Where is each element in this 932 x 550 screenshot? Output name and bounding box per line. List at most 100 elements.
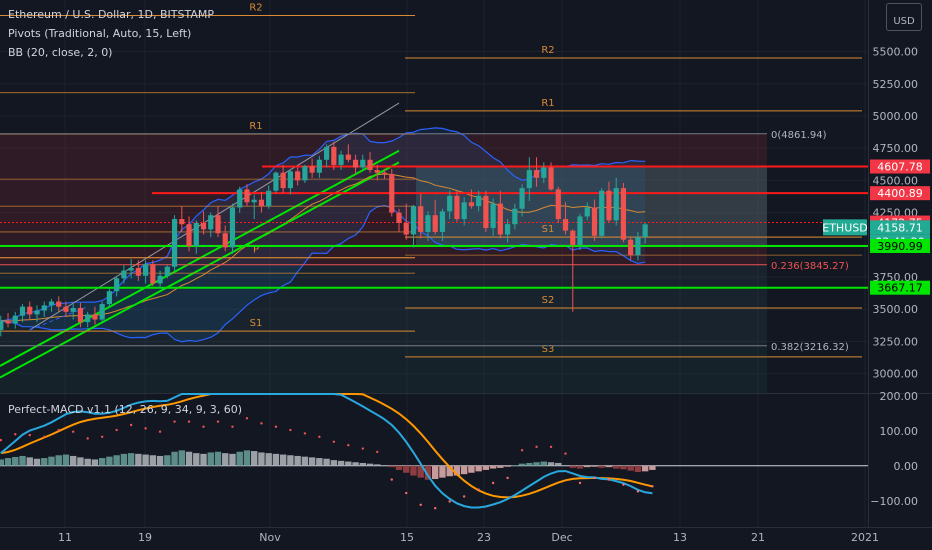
candle-body <box>143 264 149 276</box>
candle-body <box>114 278 120 292</box>
macd-dot <box>506 476 509 480</box>
macd-tick-label: −100.00 <box>870 495 918 508</box>
pivot-label: P <box>253 245 259 256</box>
macd-histogram-bar <box>330 460 338 466</box>
macd-histogram-bar <box>432 465 439 480</box>
price-tag-label: 4607.78 <box>877 161 923 174</box>
pivot-label: S3 <box>542 344 555 355</box>
pivot-label: S1 <box>542 224 555 235</box>
macd-dot <box>622 483 625 486</box>
macd-histogram-bar <box>135 453 142 466</box>
macd-histogram-bar <box>366 463 374 466</box>
candle-body <box>27 306 33 315</box>
candle-body <box>295 171 301 181</box>
candle-body <box>280 172 286 189</box>
macd-histogram-bar <box>555 462 562 466</box>
candle-body <box>454 195 460 220</box>
macd-histogram-bar <box>236 451 243 466</box>
macd-dot <box>129 423 133 427</box>
macd-dot <box>651 485 654 488</box>
macd-dot <box>462 495 466 498</box>
macd-histogram-bar <box>591 465 598 467</box>
candle-body <box>410 206 417 235</box>
candle-body <box>613 188 619 221</box>
macd-dot <box>607 478 611 481</box>
candle-body <box>642 224 648 238</box>
macd-histogram-bar <box>504 465 511 467</box>
currency-selector[interactable]: USD <box>886 3 922 31</box>
macd-dot <box>578 481 582 485</box>
macd-histogram-bar <box>171 451 178 466</box>
macd-histogram-bar <box>279 454 287 466</box>
candle-body <box>331 146 337 165</box>
candle-body <box>476 195 482 207</box>
price-tag <box>870 186 930 201</box>
macd-dot <box>419 503 422 507</box>
macd-histogram-bar <box>374 464 381 466</box>
macd-histogram-bar <box>576 465 584 469</box>
macd-dot <box>405 491 408 495</box>
candle-body <box>302 166 308 181</box>
macd-histogram-bar <box>410 465 417 476</box>
price-tag-label: 4158.71 <box>877 221 923 234</box>
macd-histogram-bar <box>84 458 91 466</box>
macd-dot <box>303 432 307 435</box>
macd-histogram-bar <box>359 462 366 466</box>
macd-histogram-bar <box>55 455 62 466</box>
macd-dot <box>187 420 191 423</box>
price-tick-label: 3500.00 <box>873 303 919 316</box>
chart-title[interactable]: Ethereum / U.S. Dollar, 1D, BITSTAMP <box>8 8 214 21</box>
time-tick-label: 23 <box>477 531 491 544</box>
candle-body <box>56 301 62 307</box>
macd-histogram-bar <box>388 465 395 468</box>
macd-histogram-bar <box>540 461 547 466</box>
candle-body <box>418 206 424 232</box>
macd-histogram-bar <box>352 462 359 466</box>
price-tag-label: 4400.89 <box>877 187 923 200</box>
macd-histogram-bar <box>294 455 301 466</box>
candle-body <box>512 208 518 225</box>
macd-histogram-bar <box>193 453 200 466</box>
macd-histogram-bar <box>178 450 185 466</box>
macd-indicator-label[interactable]: Perfect-MACD v1.1 (12, 26, 9, 34, 9, 3, … <box>8 403 242 416</box>
candle-body <box>360 159 366 168</box>
macd-histogram-bar <box>605 465 613 468</box>
macd-histogram-bar <box>323 458 330 466</box>
candle-body <box>193 222 199 247</box>
candle-body <box>258 199 265 207</box>
candle-body <box>171 219 178 267</box>
macd-histogram-bar <box>62 454 70 466</box>
macd-histogram-bar <box>91 459 99 466</box>
candle-body <box>135 268 141 276</box>
candle-body <box>215 215 221 234</box>
candle-body <box>251 199 257 203</box>
macd-dot <box>549 445 553 449</box>
candle-body <box>324 146 330 160</box>
macd-histogram-bar <box>439 465 446 478</box>
macd-histogram-bar <box>446 465 453 477</box>
macd-histogram-bar <box>142 454 149 466</box>
price-tick-label: 5250.00 <box>873 78 919 91</box>
candle-body <box>439 211 446 232</box>
price-tag <box>870 220 930 235</box>
macd-histogram-bar <box>26 457 33 466</box>
macd-histogram-bar <box>511 465 519 467</box>
candle-body <box>179 219 185 225</box>
macd-tick-label: 0.00 <box>894 460 919 473</box>
macd-histogram-bar <box>258 452 265 466</box>
macd-histogram-bar <box>497 465 504 468</box>
macd-histogram-bar <box>70 455 77 466</box>
macd-dot <box>43 435 46 438</box>
pivots-indicator-label[interactable]: Pivots (Traditional, Auto, 15, Left) <box>8 27 192 40</box>
macd-histogram-bar <box>620 465 627 470</box>
bollinger-bands-label[interactable]: BB (20, close, 2, 0) <box>8 46 113 59</box>
macd-histogram-bar <box>562 465 569 467</box>
fib-label: 0.382(3216.32) <box>771 342 849 353</box>
macd-dot <box>28 433 31 437</box>
candle-body <box>367 159 373 171</box>
macd-histogram-bar <box>41 458 48 466</box>
candle-body <box>150 264 156 284</box>
candle-body <box>396 212 402 223</box>
macd-histogram-bar <box>77 457 84 466</box>
